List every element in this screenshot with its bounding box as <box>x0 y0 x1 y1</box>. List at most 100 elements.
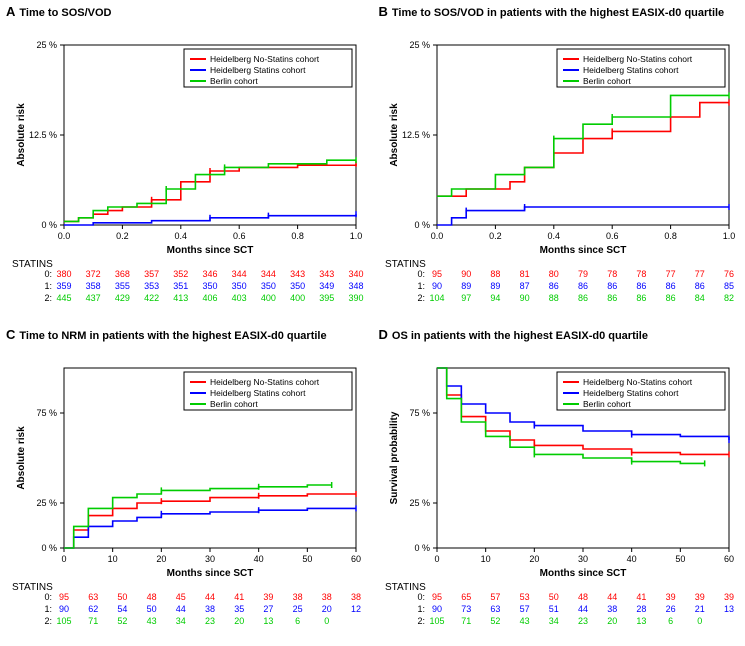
risk-number: 65 <box>461 592 471 602</box>
panel-title: BTime to SOS/VOD in patients with the hi… <box>379 4 740 19</box>
legend-label: Heidelberg Statins cohort <box>583 65 679 75</box>
y-axis-label: Absolute risk <box>16 103 27 167</box>
x-axis-label: Months since SCT <box>539 568 626 579</box>
risk-number: 20 <box>234 616 244 626</box>
risk-number: 23 <box>205 616 215 626</box>
risk-number: 20 <box>607 616 617 626</box>
svg-text:0 %: 0 % <box>414 543 430 553</box>
risk-number: 38 <box>293 592 303 602</box>
risk-number: 44 <box>205 592 215 602</box>
risk-number: 94 <box>490 293 500 303</box>
svg-text:1.0: 1.0 <box>350 231 363 241</box>
svg-text:0.0: 0.0 <box>58 231 71 241</box>
panel-c: C Time to NRM in patients with the highes… <box>0 323 373 646</box>
risk-number: 78 <box>636 269 646 279</box>
risk-number: 90 <box>519 293 529 303</box>
risk-number: 38 <box>322 592 332 602</box>
risk-number: 95 <box>59 592 69 602</box>
risk-number: 344 <box>232 269 247 279</box>
legend-label: Heidelberg Statins cohort <box>210 65 306 75</box>
series-line <box>64 508 356 548</box>
risk-number: 390 <box>348 293 363 303</box>
risk-number: 90 <box>431 281 441 291</box>
risk-number: 380 <box>56 269 71 279</box>
panel-title-text: Time to NRM in patients with the highest… <box>19 330 326 342</box>
risk-number: 43 <box>519 616 529 626</box>
panel-title-text: OS in patients with the highest EASIX-d0… <box>392 330 648 342</box>
risk-number: 350 <box>202 281 217 291</box>
risk-number: 86 <box>548 281 558 291</box>
risk-number: 86 <box>607 281 617 291</box>
risk-number: 350 <box>290 281 305 291</box>
risk-row-label: 0: <box>417 269 425 279</box>
risk-number: 52 <box>117 616 127 626</box>
svg-text:60: 60 <box>723 554 733 564</box>
panel-letter: D <box>379 327 388 342</box>
risk-number: 39 <box>723 592 733 602</box>
svg-text:0.2: 0.2 <box>489 231 502 241</box>
risk-row-label: 1: <box>417 281 425 291</box>
risk-number: 84 <box>694 293 704 303</box>
risk-row-label: 2: <box>417 293 425 303</box>
risk-number: 71 <box>88 616 98 626</box>
risk-number: 13 <box>636 616 646 626</box>
risk-number: 86 <box>694 281 704 291</box>
svg-text:0 %: 0 % <box>41 220 57 230</box>
svg-text:0: 0 <box>434 554 439 564</box>
y-axis-label: Absolute risk <box>16 426 27 490</box>
risk-number: 39 <box>665 592 675 602</box>
panel-a: ATime to SOS/VOD0.00.20.40.60.81.00 %12.… <box>0 0 373 323</box>
risk-number: 368 <box>115 269 130 279</box>
risk-number: 52 <box>490 616 500 626</box>
risk-number: 34 <box>548 616 558 626</box>
svg-text:0 %: 0 % <box>414 220 430 230</box>
risk-number: 340 <box>348 269 363 279</box>
risk-number: 422 <box>144 293 159 303</box>
svg-text:30: 30 <box>205 554 215 564</box>
risk-number: 44 <box>607 592 617 602</box>
svg-text:0.6: 0.6 <box>233 231 246 241</box>
svg-text:20: 20 <box>156 554 166 564</box>
risk-number: 87 <box>519 281 529 291</box>
risk-number: 350 <box>261 281 276 291</box>
legend-label: Heidelberg No-Statins cohort <box>583 54 693 64</box>
risk-number: 343 <box>290 269 305 279</box>
svg-text:0.8: 0.8 <box>291 231 304 241</box>
risk-row-label: 0: <box>44 592 52 602</box>
risk-number: 352 <box>173 269 188 279</box>
svg-text:50: 50 <box>302 554 312 564</box>
y-axis-label: Absolute risk <box>389 103 400 167</box>
risk-number: 50 <box>548 592 558 602</box>
panel-letter: C <box>6 327 15 342</box>
svg-text:60: 60 <box>351 554 361 564</box>
risk-number: 351 <box>173 281 188 291</box>
svg-text:50: 50 <box>675 554 685 564</box>
svg-text:0 %: 0 % <box>41 543 57 553</box>
series-line <box>64 494 356 548</box>
x-axis-label: Months since SCT <box>167 568 254 579</box>
risk-number: 372 <box>86 269 101 279</box>
svg-text:0: 0 <box>61 554 66 564</box>
legend-label: Berlin cohort <box>583 399 631 409</box>
legend-label: Berlin cohort <box>210 399 258 409</box>
svg-text:25 %: 25 % <box>36 40 57 50</box>
risk-number: 48 <box>147 592 157 602</box>
svg-text:0.2: 0.2 <box>116 231 129 241</box>
risk-number: 50 <box>117 592 127 602</box>
panel-letter: A <box>6 4 15 19</box>
risk-number: 348 <box>348 281 363 291</box>
risk-number: 0 <box>324 616 329 626</box>
risk-number: 353 <box>144 281 159 291</box>
panel-title: ATime to SOS/VOD <box>6 4 367 19</box>
risk-number: 104 <box>429 293 444 303</box>
svg-text:10: 10 <box>108 554 118 564</box>
legend-label: Heidelberg Statins cohort <box>583 388 679 398</box>
risk-row-label: 1: <box>44 281 52 291</box>
svg-text:30: 30 <box>577 554 587 564</box>
figure-grid: ATime to SOS/VOD0.00.20.40.60.81.00 %12.… <box>0 0 745 613</box>
x-axis-label: Months since SCT <box>167 245 254 256</box>
risk-number: 39 <box>263 592 273 602</box>
svg-text:12.5 %: 12.5 % <box>29 130 57 140</box>
risk-number: 350 <box>232 281 247 291</box>
risk-number: 343 <box>319 269 334 279</box>
